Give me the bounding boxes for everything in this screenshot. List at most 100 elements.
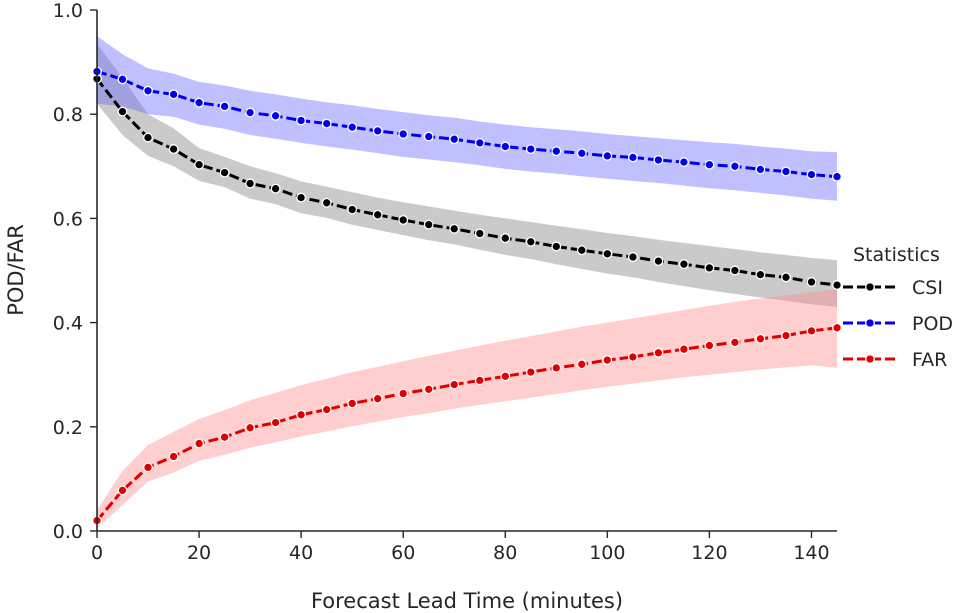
legend-marker-far (865, 354, 875, 364)
pod-data-point (602, 150, 613, 161)
legend-marker-csi (865, 282, 875, 292)
pod-data-point (806, 169, 817, 180)
x-tick-label: 60 (391, 542, 415, 564)
csi-data-point (704, 262, 715, 273)
csi-data-point (781, 272, 791, 283)
csi-data-point (551, 241, 562, 252)
far-data-point (372, 393, 383, 404)
x-ticks: 0 20 40 60 80 100 120 140 (91, 531, 830, 564)
x-tick-label: 100 (589, 542, 625, 564)
pod-data-point (678, 157, 689, 168)
x-tick-label: 0 (91, 542, 103, 564)
far-data-point (194, 438, 205, 449)
pod-data-point (372, 125, 383, 136)
far-data-point (245, 422, 256, 433)
csi-data-point (321, 197, 332, 208)
pod-data-point (755, 164, 766, 175)
y-tick-label: 0.4 (53, 313, 83, 335)
far-data-point (270, 417, 281, 428)
far-data-point (806, 325, 817, 336)
far-data-point (296, 409, 307, 420)
far-data-point (500, 371, 511, 382)
csi-confidence-band (97, 43, 837, 308)
legend-title: Statistics (853, 244, 940, 266)
csi-data-point (500, 233, 511, 244)
csi-data-point (576, 245, 587, 256)
far-data-point (627, 352, 638, 362)
y-axis-label: POD/FAR (4, 224, 28, 316)
far-data-point (653, 347, 664, 358)
csi-data-point (143, 132, 153, 143)
y-tick-label: 0.8 (53, 104, 83, 126)
csi-data-point (729, 265, 740, 276)
y-tick-label: 1.0 (53, 0, 83, 22)
legend-item-pod: POD (843, 313, 953, 335)
far-data-point (423, 384, 434, 395)
pod-data-point (245, 107, 256, 118)
pod-data-point (143, 85, 153, 96)
pod-data-point (551, 146, 562, 157)
csi-data-point (525, 236, 536, 247)
axes (96, 10, 837, 532)
far-data-point (525, 367, 536, 378)
csi-data-point (806, 277, 817, 287)
legend-item-csi: CSI (843, 277, 943, 299)
csi-data-point (627, 252, 638, 262)
legend-label-csi: CSI (912, 277, 943, 299)
far-data-point (678, 344, 689, 355)
far-data-point (449, 379, 460, 390)
pod-data-point (219, 101, 230, 112)
csi-data-point (168, 144, 179, 155)
pod-data-point (449, 134, 460, 145)
pod-data-point (525, 144, 536, 155)
far-data-point (551, 362, 562, 373)
csi-data-point (270, 183, 281, 194)
csi-data-point (832, 280, 842, 291)
pod-data-point (194, 97, 205, 108)
far-data-point (781, 330, 791, 341)
csi-data-point (602, 248, 613, 259)
pod-data-point (398, 129, 409, 139)
far-data-point (755, 333, 766, 344)
far-data-point (832, 322, 842, 333)
pod-data-point (347, 122, 358, 133)
y-tick-label: 0.6 (53, 208, 83, 230)
legend: Statistics CSI POD FAR (843, 244, 953, 371)
csi-data-point (653, 256, 664, 267)
pod-data-point (117, 74, 128, 85)
legend-label-pod: POD (912, 313, 953, 335)
csi-data-point (296, 192, 307, 203)
pod-data-point (270, 110, 281, 121)
pod-data-point (704, 159, 715, 170)
far-data-point (143, 462, 153, 473)
far-confidence-band (97, 288, 837, 529)
csi-data-point (219, 167, 230, 178)
far-data-point (168, 451, 179, 462)
pod-data-point (168, 89, 179, 100)
pod-data-point (576, 148, 587, 159)
y-ticks: 0.0 0.2 0.4 0.6 0.8 1.0 (53, 0, 97, 543)
legend-marker-pod (865, 318, 875, 328)
pod-data-point (296, 115, 307, 126)
csi-data-point (423, 219, 434, 230)
pod-data-point (474, 137, 485, 148)
y-tick-label: 0.2 (53, 417, 83, 439)
far-data-point (474, 375, 485, 386)
far-data-point (576, 359, 587, 370)
x-tick-label: 120 (691, 542, 727, 564)
far-data-point (219, 432, 230, 443)
csi-data-point (398, 215, 409, 225)
pod-data-point (321, 118, 332, 129)
csi-data-point (347, 204, 358, 215)
pod-data-point (627, 152, 638, 163)
pod-data-point (729, 161, 740, 172)
far-data-point (704, 340, 715, 351)
pod-data-point (653, 155, 664, 165)
csi-data-point (755, 269, 766, 280)
pod-data-point (832, 171, 842, 182)
pod-data-point (781, 166, 791, 177)
legend-item-far: FAR (843, 349, 947, 371)
csi-data-point (194, 159, 205, 170)
x-tick-label: 40 (289, 542, 313, 564)
